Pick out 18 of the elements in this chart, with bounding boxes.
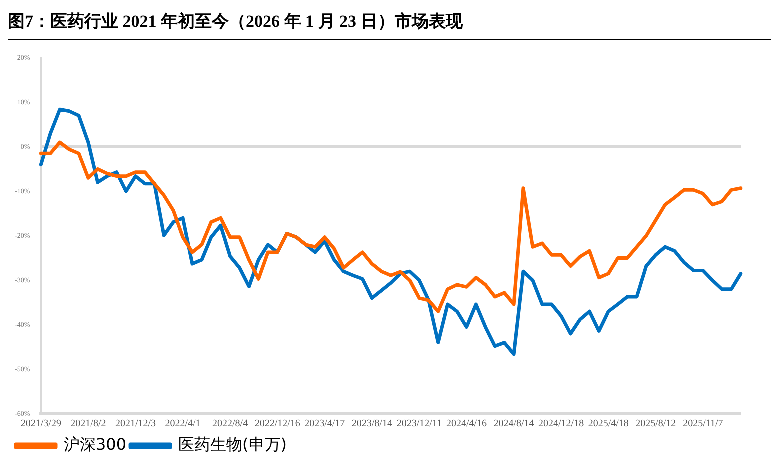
x-tick-label: 2025/4/18 — [588, 418, 629, 430]
x-tick-label: 2024/8/14 — [494, 418, 534, 430]
legend-label: 沪深300 — [64, 435, 127, 454]
x-tick-label: 2023/12/11 — [396, 418, 442, 430]
x-tick-label: 2022/12/16 — [254, 418, 300, 430]
x-tick-label: 2025/11/7 — [683, 418, 724, 430]
x-tick-label: 2021/12/3 — [115, 418, 156, 430]
x-tick-label: 2024/12/18 — [538, 418, 584, 430]
chart-title: 图7：医药行业 2021 年初至今（2026 年 1 月 23 日）市场表现 — [8, 8, 771, 40]
x-tick-label: 2021/3/29 — [20, 418, 62, 430]
x-tick-label: 2023/8/14 — [352, 418, 392, 430]
legend-label: 医药生物(申万) — [178, 435, 288, 454]
x-tick-label: 2023/4/17 — [304, 418, 346, 430]
x-tick-label: 2022/8/4 — [212, 418, 248, 430]
x-tick-label: 2024/4/16 — [446, 418, 488, 430]
x-tick-label: 2025/8/12 — [636, 418, 676, 430]
x-tick-label: 2021/8/2 — [70, 418, 106, 430]
x-tick-label: 2022/4/1 — [165, 418, 201, 430]
